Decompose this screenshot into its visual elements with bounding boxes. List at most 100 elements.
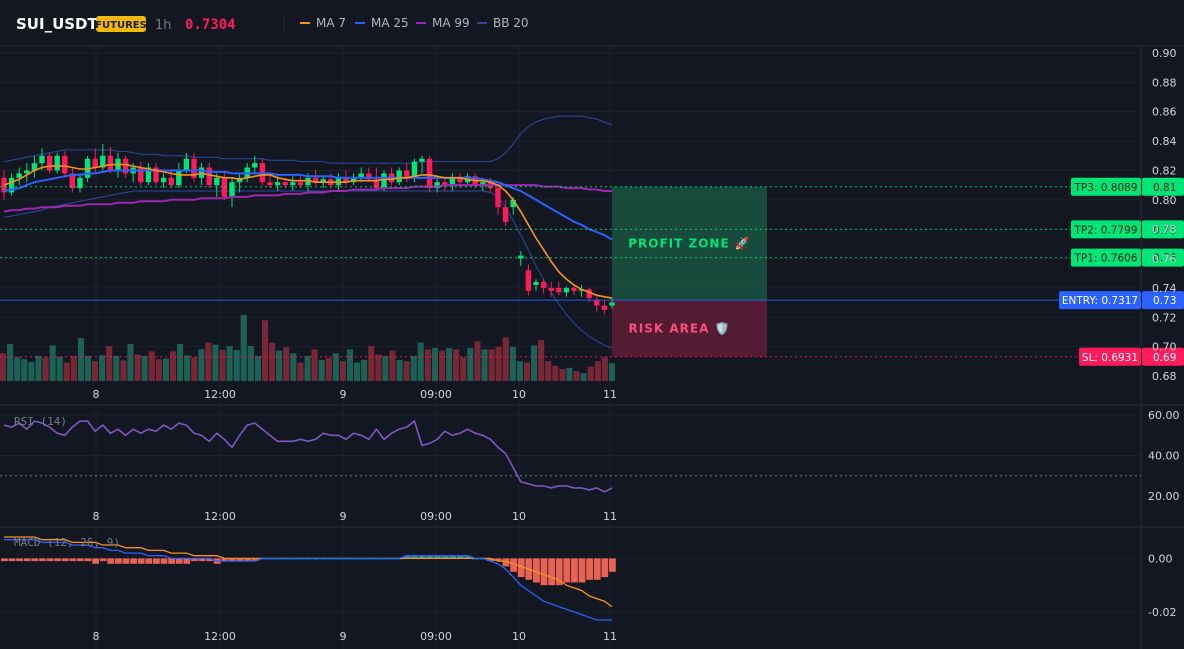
volume-bar (474, 341, 481, 381)
volume-bar (608, 363, 615, 381)
price-levels: TP3: 0.8089 TP2: 0.7799 TP1: 0.7606 ENTRY: … (0, 177, 1141, 366)
macd-hist-bar (153, 558, 160, 564)
candle-body (495, 188, 501, 208)
level-tag-entry: ENTRY: 0.7317 (1062, 295, 1138, 307)
candle-body (449, 177, 456, 186)
candle-body (366, 173, 372, 180)
last-price: 0.7304 (185, 17, 236, 33)
rsi-title: RSI (14) (14, 415, 67, 428)
price-tick-2: 0.86 (1152, 106, 1177, 119)
symbol-title[interactable]: SUI_USDT (16, 15, 98, 33)
volume-bar (403, 361, 410, 381)
volume-bar (247, 346, 254, 381)
price-axis[interactable]: 0.81 0.78 0.76 0.73 0.69 0.90 0.88 0.86 0.84 0.82… (1142, 47, 1184, 383)
time-label-1-0: 8 (93, 510, 100, 523)
chart-header: SUI_USDT FUTURES 1h 0.7304 MA 7 MA 25 MA 9… (16, 15, 529, 33)
macd-hist-bar (464, 555, 472, 559)
candle-body (8, 177, 15, 193)
volume-bar (566, 367, 573, 381)
volume-bar (594, 361, 601, 381)
volume-bar (85, 355, 92, 381)
macd-hist-bar (115, 558, 122, 564)
macd-hist-bar (168, 558, 175, 564)
time-axis[interactable]: 8 12:00 9 09:00 10 11 8 12:00 9 09:00 10 11 8 12:00 9 0… (93, 388, 618, 643)
volume-bar (219, 350, 226, 381)
risk-zone (612, 300, 767, 357)
volume-bar (56, 356, 63, 381)
candle-body (343, 177, 349, 183)
macd-hist-bar (1, 558, 8, 562)
price-tick-9: 0.72 (1152, 311, 1177, 324)
candle-body (69, 173, 76, 189)
volume-bar (276, 350, 283, 381)
volume-bar (7, 344, 14, 381)
candle-body (540, 282, 547, 288)
interval-label[interactable]: 1h (155, 18, 172, 33)
macd-hist-bar (77, 558, 84, 562)
volume-bar (191, 357, 198, 381)
candle-body (16, 173, 22, 178)
ma7-line (3, 163, 613, 299)
volume-bar (375, 354, 382, 381)
time-label-1-4: 10 (512, 510, 526, 523)
volume-bar (127, 344, 134, 381)
profit-zone (612, 186, 767, 301)
volume-bar (290, 353, 297, 381)
volume-bar (262, 320, 269, 381)
candle-body (381, 173, 387, 189)
candle-body (39, 155, 45, 164)
volume-bar (439, 350, 446, 381)
candle-body (480, 182, 486, 186)
price-tick-6: 0.78 (1152, 223, 1177, 236)
volume-bar (311, 349, 318, 381)
profit-zone-label: PROFIT ZONE 🚀 (628, 236, 751, 250)
rsi-tick-1: 40.00 (1148, 450, 1180, 463)
macd-hist-bar (16, 558, 23, 562)
macd-hist-bar (183, 558, 191, 564)
macd-hist-bar (160, 558, 168, 564)
macd-hist-bar (236, 558, 244, 562)
time-label-2-1: 12:00 (204, 630, 236, 643)
price-tick-11: 0.68 (1152, 370, 1177, 383)
volume-bar (318, 359, 325, 381)
price-tick-7: 0.76 (1152, 253, 1177, 266)
price-tick-3: 0.84 (1152, 135, 1177, 148)
candle-body (320, 179, 326, 183)
macd-hist-bar (403, 555, 411, 559)
candle-body (100, 155, 106, 168)
candle-body (267, 182, 273, 186)
candle-body (62, 155, 68, 174)
volume-bar (580, 373, 587, 381)
futures-badge: FUTURES (95, 20, 147, 31)
candle-body (586, 289, 592, 299)
candle-body (92, 158, 98, 168)
macd-hist-bar (510, 558, 517, 572)
axis-tag-bg-tp3 (1142, 177, 1184, 196)
candle-body (312, 177, 319, 183)
time-label-2-5: 11 (603, 630, 617, 643)
candle-body (404, 170, 410, 178)
candle-body (282, 182, 288, 186)
volume-bar (212, 344, 219, 381)
volume-bar (283, 347, 290, 381)
volume-bar (509, 346, 516, 381)
candle-body (54, 155, 60, 171)
candle-body (153, 167, 159, 183)
axis-tag-tp2: 0.78 (1153, 224, 1176, 236)
macd-hist-bar (578, 558, 586, 583)
volume-bar (424, 349, 431, 381)
macd-hist-bar (39, 558, 46, 562)
volume-bar (481, 349, 488, 381)
macd-hist-bar (411, 555, 419, 559)
candle-body (434, 182, 440, 189)
macd-hist-bar (130, 558, 137, 564)
volume-bar (240, 315, 247, 381)
macd-hist-bar (175, 558, 183, 564)
macd-hist-bar (31, 558, 39, 562)
price-tick-5: 0.80 (1152, 194, 1177, 207)
time-label-0-1: 12:00 (204, 388, 236, 401)
macd-hist-bar (229, 558, 236, 562)
candle-body (214, 177, 220, 186)
axis-tag-tp1: 0.76 (1153, 253, 1177, 265)
axis-tag-bg-tp2 (1142, 220, 1184, 239)
